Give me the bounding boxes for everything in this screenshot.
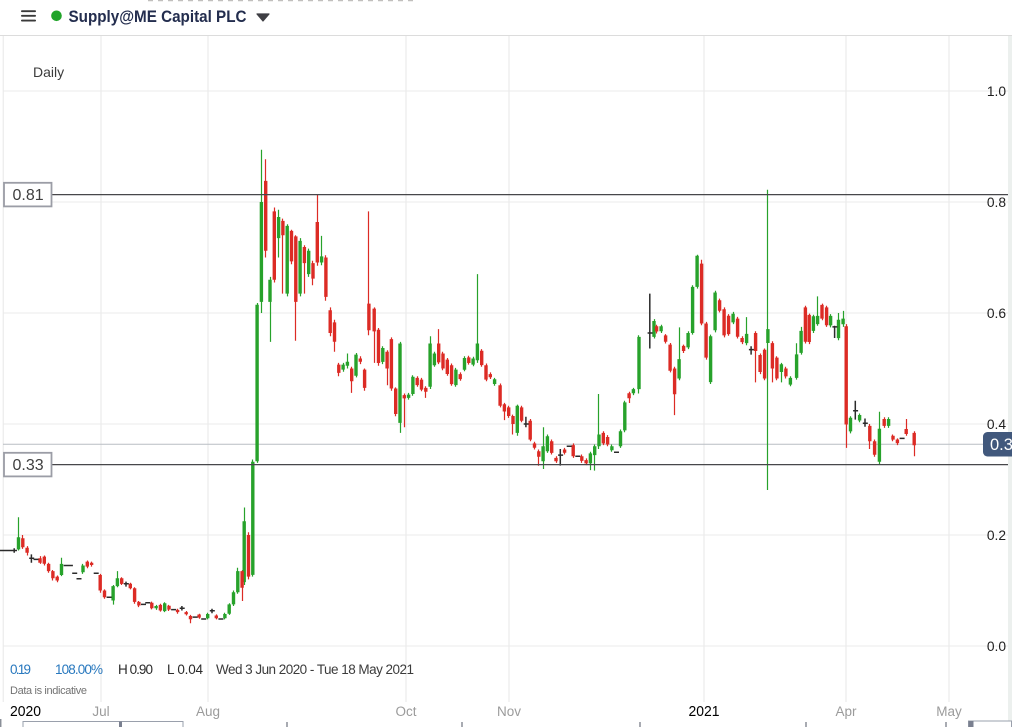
svg-text:Oct: Oct xyxy=(395,704,416,719)
svg-text:0.6: 0.6 xyxy=(987,306,1007,321)
svg-text:0.4: 0.4 xyxy=(987,417,1007,432)
svg-text:2021: 2021 xyxy=(689,703,720,720)
svg-text:Apr: Apr xyxy=(835,704,857,719)
svg-text:0.0: 0.0 xyxy=(987,639,1007,654)
svg-text:L 0.04: L 0.04 xyxy=(167,662,203,677)
svg-text:Nov: Nov xyxy=(497,704,521,719)
svg-text:Jul: Jul xyxy=(92,704,109,719)
svg-text:0.36: 0.36 xyxy=(990,436,1012,454)
svg-text:0.33: 0.33 xyxy=(13,457,44,474)
svg-text:Supply@ME Capital PLC: Supply@ME Capital PLC xyxy=(69,8,247,26)
svg-text:Daily: Daily xyxy=(33,64,64,80)
svg-text:0.81: 0.81 xyxy=(13,187,44,204)
svg-text:0.2: 0.2 xyxy=(987,528,1006,543)
svg-text:0.19: 0.19 xyxy=(10,662,31,677)
svg-text:2020: 2020 xyxy=(10,703,41,720)
svg-text:0.8: 0.8 xyxy=(987,195,1007,210)
svg-text:May: May xyxy=(936,704,962,719)
svg-text:Wed 3 Jun 2020 - Tue 18 May 20: Wed 3 Jun 2020 - Tue 18 May 2021 xyxy=(216,662,414,677)
svg-text:108.00%: 108.00% xyxy=(55,662,103,677)
svg-text:Data is indicative: Data is indicative xyxy=(10,685,87,697)
svg-text:Aug: Aug xyxy=(196,704,220,719)
svg-text:H 0.90: H 0.90 xyxy=(118,662,153,677)
svg-text:1.0: 1.0 xyxy=(987,84,1007,99)
